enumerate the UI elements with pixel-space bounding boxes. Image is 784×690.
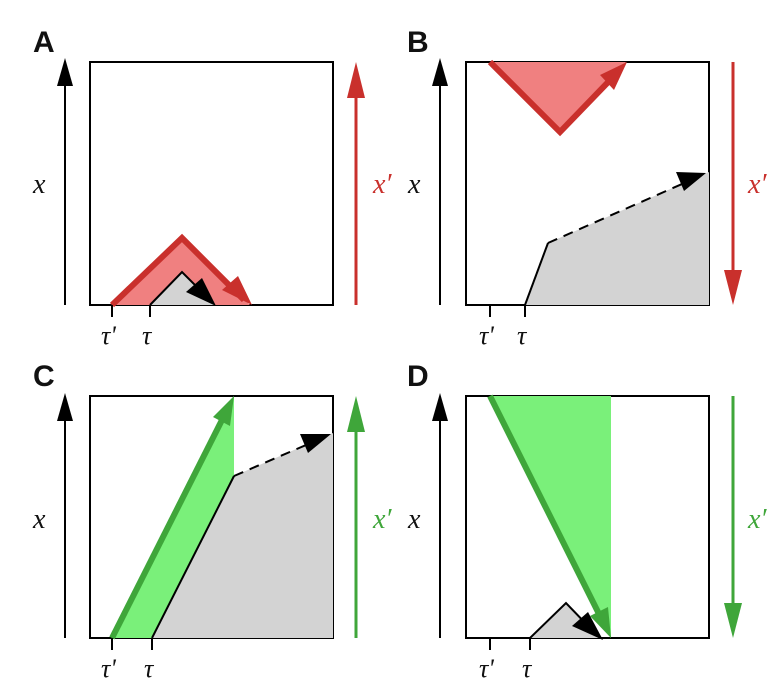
x-axis-label: x [407, 504, 421, 535]
green-trajectory-arrowhead [213, 396, 234, 426]
panel-letter-b: B [407, 26, 429, 59]
tau-label: τ [142, 321, 153, 350]
tau-prime-label: τ' [101, 654, 116, 683]
green-trajectory [109, 410, 229, 640]
xprime-axis-arrowhead [724, 603, 742, 638]
xprime-axis-arrowhead [347, 62, 365, 98]
panel-a: A x x′ τ' τ [32, 26, 392, 350]
red-trajectory-arrowhead [222, 276, 252, 305]
tau-label: τ [517, 321, 528, 350]
gray-region [525, 172, 709, 305]
tau-label: τ [144, 654, 155, 683]
panel-letter-c: C [33, 360, 55, 393]
x-axis-label: x [32, 169, 46, 200]
black-trajectory-arrowhead [300, 434, 331, 453]
x-axis-arrowhead [57, 393, 73, 421]
black-dashed-trajectory [233, 444, 307, 477]
red-trajectory-arrowhead [600, 62, 627, 90]
black-dashed-trajectory [547, 183, 683, 244]
black-trajectory-arrowhead [572, 612, 603, 640]
panel-c: C x x′ τ' τ [32, 360, 392, 683]
gray-region [152, 433, 333, 638]
panel-letter-d: D [407, 360, 429, 393]
x-axis-arrowhead [432, 58, 448, 86]
red-trajectory [109, 233, 247, 308]
panel-letter-a: A [33, 26, 55, 59]
xprime-axis-label: x′ [747, 504, 767, 535]
black-trajectory [151, 475, 235, 639]
xprime-axis-arrowhead [724, 270, 742, 305]
xprime-axis-label: x′ [372, 169, 392, 200]
tau-prime-label: τ' [479, 321, 494, 350]
black-trajectory-arrowhead [186, 278, 216, 306]
green-trajectory-arrowhead [590, 607, 611, 638]
xprime-axis-label: x′ [372, 504, 392, 535]
red-trajectory [487, 59, 617, 137]
green-trajectory [487, 394, 606, 624]
x-axis-label: x [32, 504, 46, 535]
black-trajectory-arrowhead [676, 172, 706, 191]
tau-prime-label: τ' [101, 321, 116, 350]
panel-d: D x x′ τ' τ [407, 360, 767, 683]
red-region [112, 238, 250, 305]
panel-b: B x x′ τ' τ [407, 26, 767, 350]
tau-label: τ [522, 654, 533, 683]
tau-prime-label: τ' [479, 654, 494, 683]
x-axis-label: x [407, 169, 421, 200]
x-axis-arrowhead [57, 58, 73, 86]
xprime-axis-arrowhead [347, 396, 365, 432]
red-region [490, 62, 626, 132]
x-axis-arrowhead [432, 393, 448, 421]
xprime-axis-label: x′ [747, 169, 767, 200]
black-trajectory [524, 242, 549, 306]
